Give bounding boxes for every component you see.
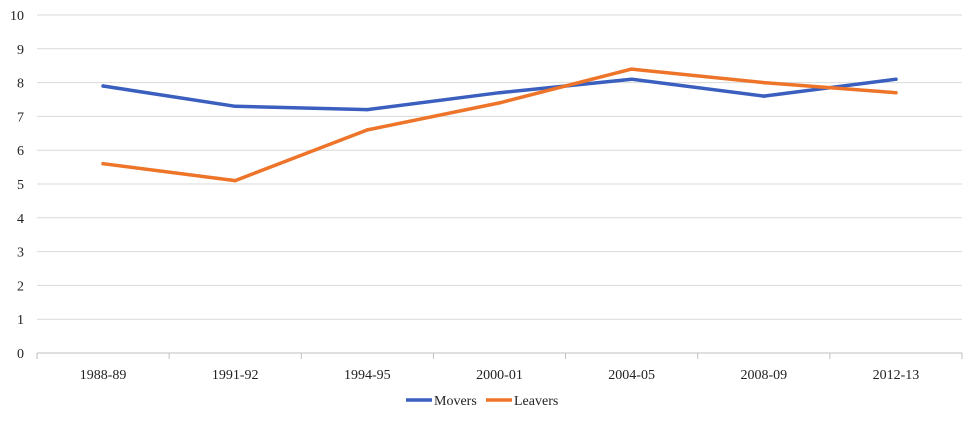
legend: Movers Leavers [406,394,558,409]
y-tick-label: 9 [17,43,24,58]
y-tick-label: 7 [17,110,24,125]
series-lines [101,67,898,183]
data-point-movers [101,84,105,88]
data-point-leavers [497,101,502,105]
x-tick-label: 2008-09 [740,368,787,383]
data-point-leavers [762,80,766,85]
x-tick-label: 2004-05 [608,368,655,383]
legend-label-leavers: Leavers [514,394,558,409]
data-point-leavers [629,67,634,71]
legend-label-movers: Movers [434,394,477,409]
y-axis: 0 1 2 3 4 5 6 7 8 9 10 [10,9,24,362]
y-tick-label: 8 [17,77,24,92]
x-tick-label: 2000-01 [476,368,523,383]
data-point-leavers [233,178,237,183]
y-tick-label: 0 [17,347,24,362]
y-tick-label: 2 [17,279,24,294]
data-point-leavers [894,90,898,95]
data-point-movers [894,77,898,81]
data-point-leavers [365,128,370,132]
data-point-movers [629,77,634,81]
x-tick-label: 1994-95 [344,368,391,383]
gridlines [37,14,962,354]
x-tick-label: 2012-13 [873,368,920,383]
y-tick-label: 5 [17,178,24,193]
data-point-movers [762,94,766,98]
y-tick-label: 1 [17,313,24,328]
y-tick-label: 6 [17,144,24,159]
x-axis: 1988-89 1991-92 1994-95 2000-01 2004-05 2008-… [36,353,963,383]
y-tick-label: 3 [17,246,24,261]
data-point-movers [365,107,370,112]
y-tick-label: 4 [17,212,24,227]
data-point-movers [497,90,502,95]
x-tick-label: 1991-92 [212,368,259,383]
data-point-leavers [101,161,105,166]
series-line-leavers [101,67,898,183]
x-tick-label: 1988-89 [80,368,127,383]
y-tick-label: 10 [10,9,24,24]
data-point-movers [233,104,237,109]
